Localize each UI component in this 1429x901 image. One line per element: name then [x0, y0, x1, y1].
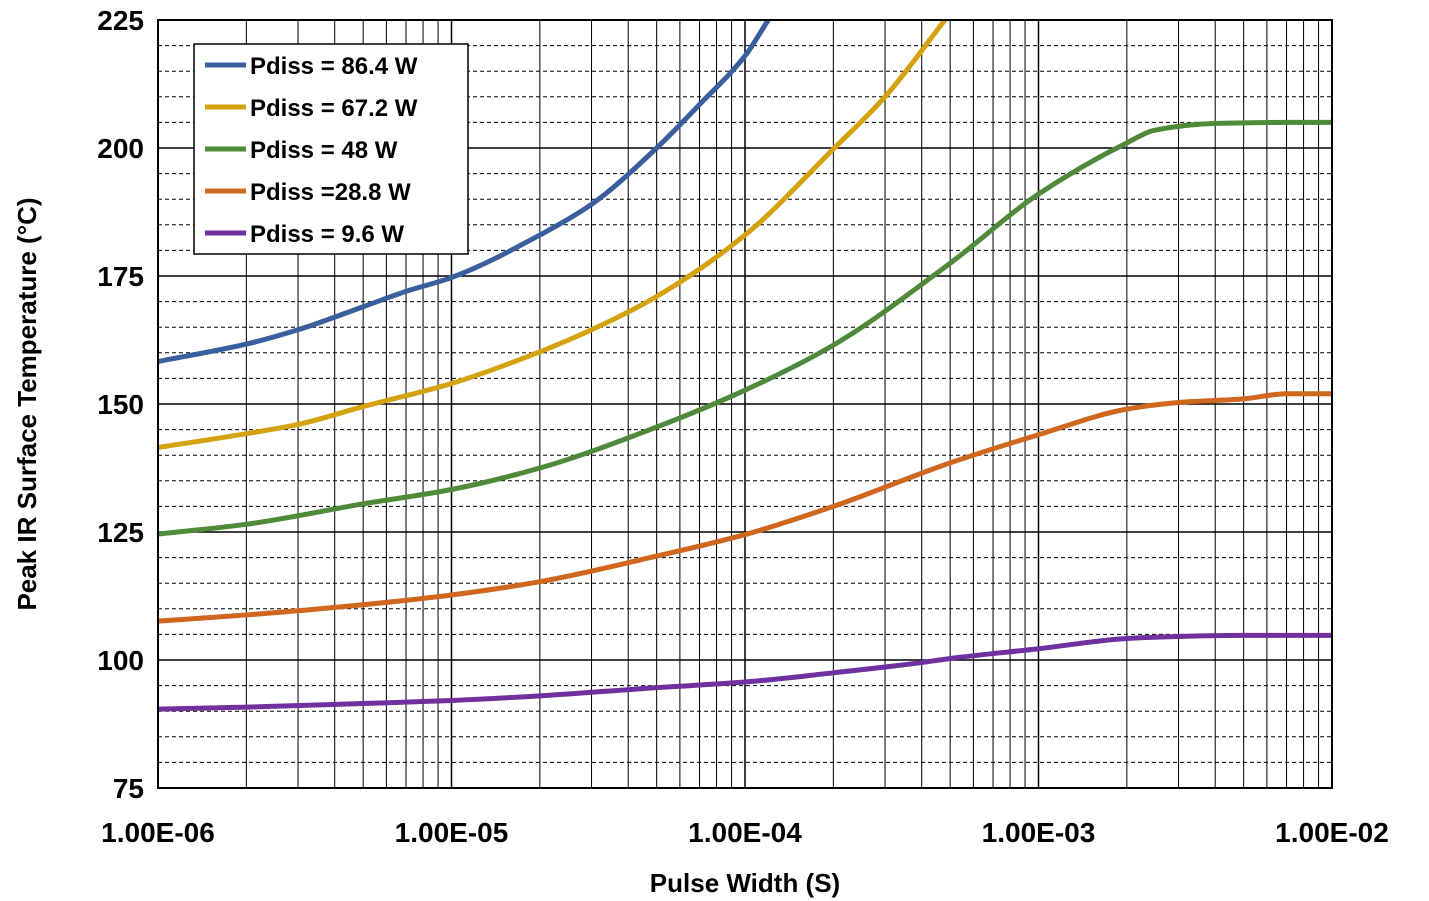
- x-tick-label: 1.00E-05: [395, 817, 509, 848]
- legend-label: Pdiss =28.8 W: [250, 179, 411, 206]
- series-line-pdiss-86-4-w: [158, 20, 771, 364]
- y-tick-label: 175: [97, 261, 144, 292]
- series-line-pdiss-28-8-w: [158, 391, 1332, 624]
- y-axis-title: Peak IR Surface Temperature (°C): [12, 197, 42, 610]
- legend-label: Pdiss = 9.6 W: [250, 221, 404, 248]
- legend: Pdiss = 86.4 W Pdiss = 67.2 W Pdiss = 48 W…: [193, 43, 469, 255]
- y-tick-label: 100: [97, 645, 144, 676]
- y-tick-label: 200: [97, 133, 144, 164]
- y-tick-label: 225: [97, 5, 144, 36]
- y-tick-label: 150: [97, 389, 144, 420]
- y-tick-label: 125: [97, 517, 144, 548]
- y-tick-label: 75: [113, 773, 144, 804]
- series-line-pdiss-9-6-w: [158, 632, 1332, 712]
- legend-label: Pdiss = 67.2 W: [250, 95, 418, 122]
- legend-label: Pdiss = 48 W: [250, 137, 398, 164]
- x-tick-label: 1.00E-04: [688, 817, 802, 848]
- series-lines: [158, 20, 1332, 712]
- x-tick-label: 1.00E-03: [982, 817, 1096, 848]
- series-line-pdiss-48-w: [158, 119, 1332, 537]
- plot-frame: [157, 19, 1333, 789]
- x-axis-title: Pulse Width (S): [650, 868, 840, 898]
- x-tick-label: 1.00E-06: [101, 817, 215, 848]
- series-line-pdiss-67-2-w: [158, 20, 948, 451]
- y-axis-tick-labels: 75 100 125 150 175 200 225: [97, 5, 144, 804]
- x-axis-tick-labels: 1.00E-06 1.00E-05 1.00E-04 1.00E-03 1.00E-02: [101, 817, 1389, 848]
- x-tick-label: 1.00E-02: [1275, 817, 1389, 848]
- legend-label: Pdiss = 86.4 W: [250, 53, 418, 80]
